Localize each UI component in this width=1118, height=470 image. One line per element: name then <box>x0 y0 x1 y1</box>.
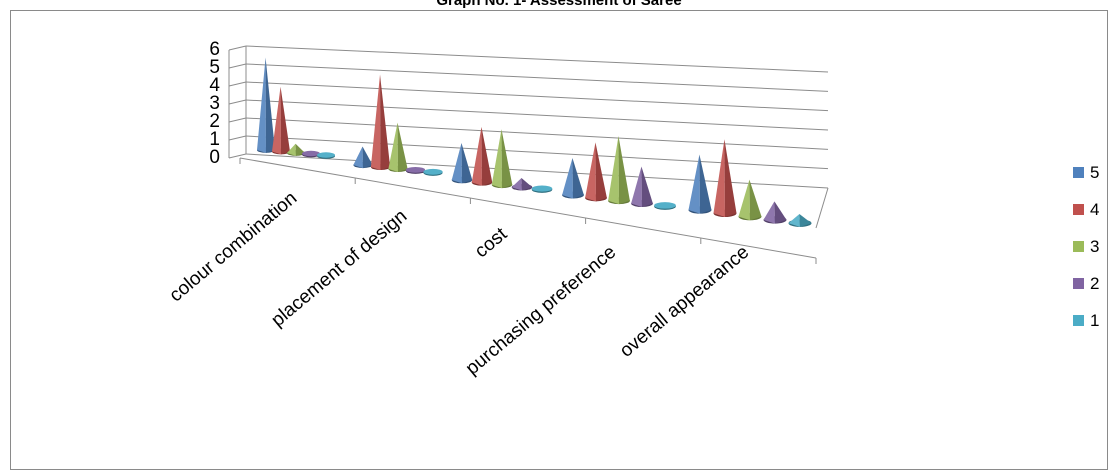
cone-5-0 <box>257 57 275 153</box>
category-label: colour combination <box>166 188 302 307</box>
gridline <box>245 63 829 92</box>
gridline <box>245 99 829 131</box>
category-axis-line <box>239 157 817 259</box>
y-tick-label: 6 <box>209 39 220 60</box>
cone-1-0 <box>317 152 335 159</box>
legend-label: 2 <box>1090 274 1099 293</box>
side-wall-edge <box>228 117 247 123</box>
cone-2-3 <box>631 166 653 208</box>
chart-title: Graph No. 1- Assessment of Saree <box>436 0 682 9</box>
y-tick-label: 3 <box>209 93 220 114</box>
side-wall-edge <box>228 81 247 87</box>
cone-5-4 <box>688 154 712 214</box>
cone-5-1 <box>353 146 373 169</box>
grid-layer <box>228 45 829 264</box>
cone-3-0 <box>287 143 305 156</box>
cone-2-1 <box>405 166 426 174</box>
legend-label: 3 <box>1090 237 1099 256</box>
cone-4-0 <box>272 86 290 155</box>
legend-label: 5 <box>1090 163 1099 182</box>
cone-3-1 <box>388 122 408 172</box>
y-tick-label: 4 <box>209 75 220 96</box>
side-wall-edge <box>228 63 247 69</box>
legend-label: 1 <box>1090 311 1099 330</box>
legend-swatch <box>1073 167 1084 178</box>
cone-1-4 <box>788 213 812 227</box>
legend-swatch <box>1073 315 1084 326</box>
y-tick-label: 1 <box>209 129 220 150</box>
side-wall-edge <box>228 45 247 51</box>
gridline <box>245 135 829 170</box>
y-tick-label: 5 <box>209 57 220 78</box>
cone-5-3 <box>562 158 584 199</box>
category-label: placement of design <box>267 206 411 331</box>
gridline <box>245 81 829 112</box>
legend-swatch <box>1073 278 1084 289</box>
cone-1-3 <box>654 202 676 210</box>
cone-2-4 <box>763 201 787 224</box>
gridline <box>245 45 829 73</box>
y-tick-label: 2 <box>209 111 220 132</box>
cone-4-3 <box>585 142 607 202</box>
category-label: cost <box>471 223 512 262</box>
gridline <box>245 117 829 150</box>
cone-3-2 <box>491 129 513 189</box>
cone-5-2 <box>451 143 473 184</box>
gridline <box>245 153 829 189</box>
y-tick-label: 0 <box>209 147 220 168</box>
legend-swatch <box>1073 204 1084 215</box>
side-wall-edge <box>228 135 247 141</box>
legend-swatch <box>1073 241 1084 252</box>
cone-2-0 <box>302 150 320 158</box>
cone-layer <box>257 57 812 227</box>
legend: 5 4 3 2 1 <box>1073 163 1099 330</box>
side-wall-edge <box>228 153 247 159</box>
cone-4-2 <box>471 126 493 186</box>
floor-edge <box>815 187 829 229</box>
legend-label: 4 <box>1090 200 1099 219</box>
category-label: purchasing preference <box>462 242 620 380</box>
cone-1-1 <box>423 168 443 176</box>
cone-3-4 <box>738 179 762 221</box>
cone-4-1 <box>370 74 391 171</box>
cone-1-2 <box>531 185 553 193</box>
cone-3-3 <box>608 135 630 205</box>
cone-4-4 <box>713 139 737 217</box>
cone-2-2 <box>511 177 533 191</box>
category-label: overall appearance <box>616 242 753 362</box>
side-wall-edge <box>228 99 247 105</box>
